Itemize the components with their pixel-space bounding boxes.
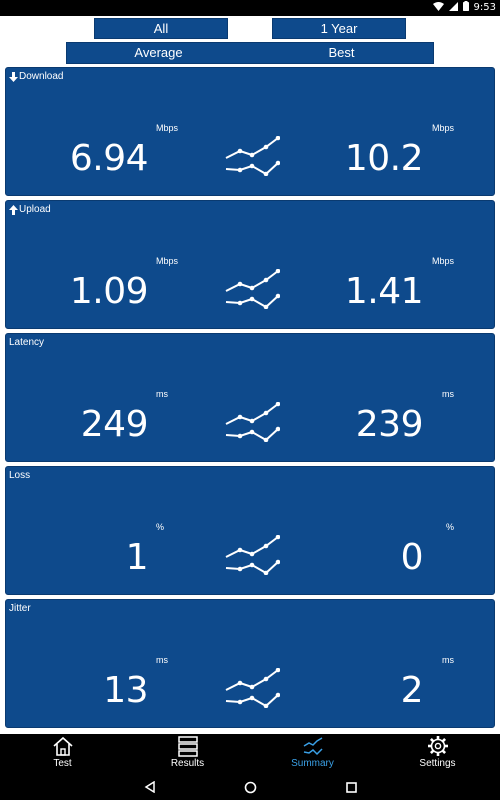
nav-settings[interactable]: Settings	[375, 734, 500, 774]
home-circle-icon[interactable]	[240, 778, 260, 796]
nav-label: Settings	[419, 758, 456, 769]
wifi-icon	[432, 1, 444, 14]
recents-icon[interactable]	[341, 778, 361, 796]
status-icons: 9:53	[432, 1, 496, 14]
best-value: 2	[400, 670, 424, 711]
best-value: 10.2	[344, 138, 424, 179]
average-unit: Mbps	[156, 256, 179, 266]
trend-chart-icon	[225, 402, 280, 442]
nav-label: Test	[53, 758, 72, 769]
home-icon	[52, 736, 73, 756]
best-value: 0	[400, 537, 424, 578]
average-value: 249	[80, 404, 149, 445]
system-navigation-bar	[0, 774, 500, 800]
average-unit: %	[156, 522, 165, 532]
best-unit: ms	[442, 655, 454, 665]
average-unit: ms	[156, 655, 168, 665]
nav-test[interactable]: Test	[0, 734, 125, 774]
card-title: Upload	[19, 204, 51, 215]
card-title: Jitter	[9, 603, 31, 614]
stat-mode-toggle[interactable]: Average Best	[66, 42, 434, 64]
nav-summary[interactable]: Summary	[250, 734, 375, 774]
download-card[interactable]: Download Mbps Mbps 6.94 10.2	[5, 67, 495, 196]
best-unit: ms	[442, 389, 454, 399]
card-title: Download	[19, 71, 64, 82]
best-unit: %	[445, 522, 454, 532]
best-unit: Mbps	[431, 256, 454, 266]
average-value: 1	[125, 537, 149, 578]
trend-chart-icon	[225, 535, 280, 575]
average-label[interactable]: Average	[134, 45, 183, 60]
nav-label: Results	[170, 758, 205, 769]
list-icon	[177, 736, 198, 757]
upload-card[interactable]: Upload Mbps Mbps 1.09 1.41	[5, 200, 495, 329]
best-label[interactable]: Best	[328, 45, 355, 60]
range-filter-button[interactable]: All	[94, 18, 228, 39]
card-title: Loss	[9, 470, 31, 481]
battery-icon	[462, 1, 469, 14]
nav-label: Summary	[291, 758, 334, 769]
status-bar: 9:53	[0, 0, 500, 16]
bottom-navigation: Test Results Summary	[0, 734, 500, 774]
period-filter-button[interactable]: 1 Year	[272, 18, 406, 39]
status-time: 9:53	[473, 2, 496, 13]
loss-card[interactable]: Loss % % 1 0	[5, 466, 495, 595]
average-unit: ms	[156, 389, 168, 399]
gear-icon	[427, 736, 448, 756]
best-unit: Mbps	[431, 123, 454, 133]
signal-icon	[448, 1, 458, 14]
best-value: 1.41	[344, 271, 424, 312]
best-value: 239	[355, 404, 424, 445]
jitter-card[interactable]: Jitter ms ms 13 2	[5, 599, 495, 728]
trend-chart-icon	[225, 668, 280, 708]
average-value: 6.94	[69, 138, 149, 179]
card-title: Latency	[9, 337, 45, 348]
upload-arrow-icon	[9, 204, 18, 215]
average-value: 1.09	[69, 271, 149, 312]
average-value: 13	[103, 670, 148, 711]
nav-results[interactable]: Results	[125, 734, 250, 774]
average-unit: Mbps	[156, 123, 179, 133]
trend-chart-icon	[225, 269, 280, 309]
download-arrow-icon	[9, 71, 18, 82]
latency-card[interactable]: Latency ms ms 249 239	[5, 333, 495, 462]
back-icon[interactable]	[140, 778, 160, 796]
trend-icon	[303, 737, 323, 756]
trend-chart-icon	[225, 136, 280, 176]
